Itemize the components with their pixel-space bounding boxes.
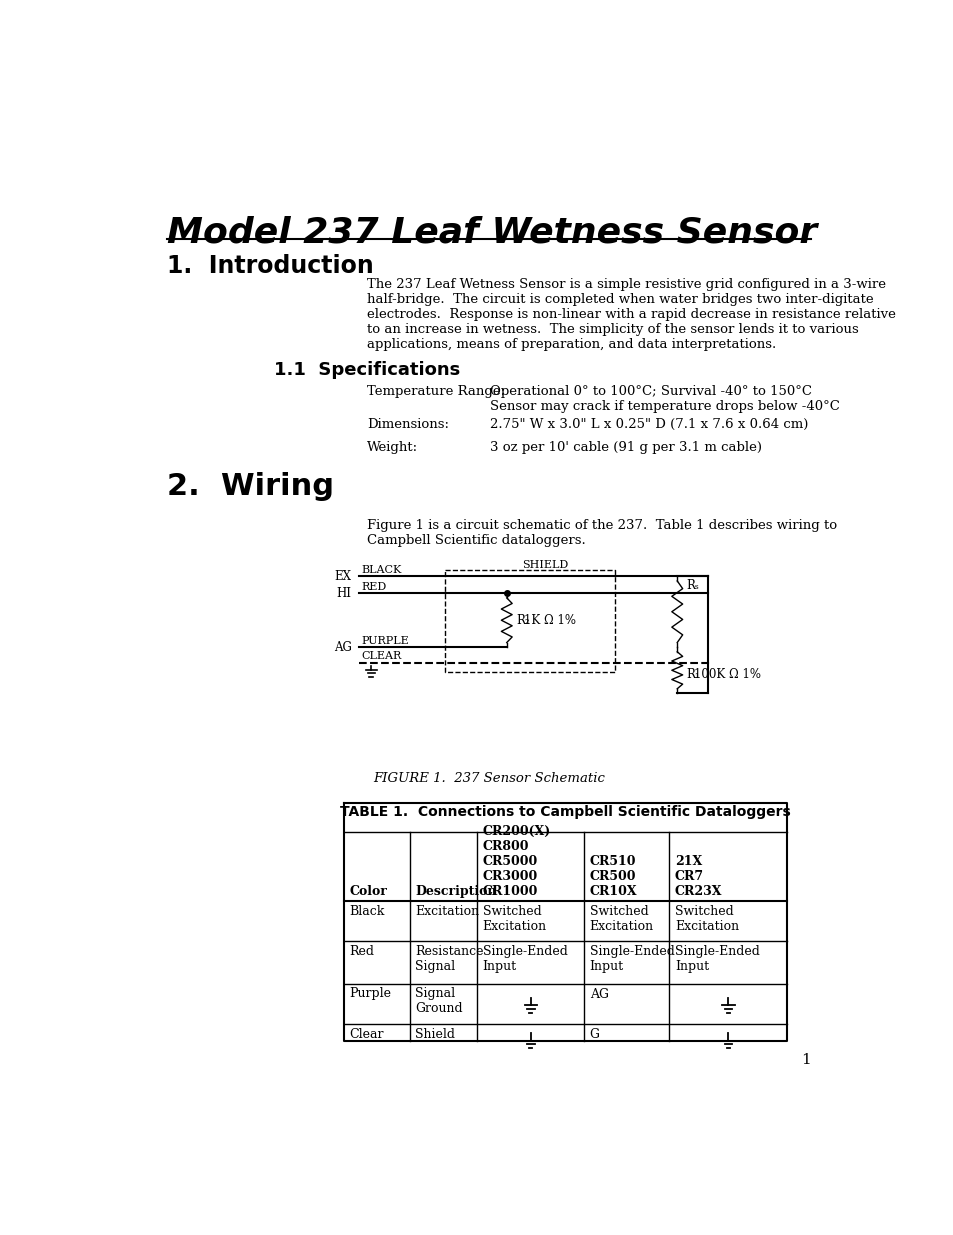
Text: Switched
Excitation: Switched Excitation xyxy=(589,905,653,934)
Text: 2.75" W x 3.0" L x 0.25" D (7.1 x 7.6 x 0.64 cm): 2.75" W x 3.0" L x 0.25" D (7.1 x 7.6 x … xyxy=(489,417,807,431)
Text: 3 oz per 10' cable (91 g per 3.1 m cable): 3 oz per 10' cable (91 g per 3.1 m cable… xyxy=(489,441,760,453)
Text: Figure 1 is a circuit schematic of the 237.  Table 1 describes wiring to
Campbel: Figure 1 is a circuit schematic of the 2… xyxy=(367,520,837,547)
Text: HI: HI xyxy=(336,587,352,600)
Text: 2.  Wiring: 2. Wiring xyxy=(167,472,334,500)
Text: CLEAR: CLEAR xyxy=(360,651,401,661)
Text: Single-Ended
Input: Single-Ended Input xyxy=(674,945,759,973)
Text: TABLE 1.  Connections to Campbell Scientific Dataloggers: TABLE 1. Connections to Campbell Scienti… xyxy=(340,805,790,819)
Text: AG: AG xyxy=(589,988,608,1000)
Text: Single-Ended
Input: Single-Ended Input xyxy=(589,945,674,973)
Text: 1: 1 xyxy=(800,1052,810,1067)
Text: Purple: Purple xyxy=(349,988,391,1000)
Text: Excitation: Excitation xyxy=(415,905,479,918)
Text: Red: Red xyxy=(349,945,374,958)
Text: Switched
Excitation: Switched Excitation xyxy=(674,905,739,934)
Text: FIGURE 1.  237 Sensor Schematic: FIGURE 1. 237 Sensor Schematic xyxy=(373,772,604,785)
Text: CR200(X)
CR800
CR5000
CR3000
CR1000: CR200(X) CR800 CR5000 CR3000 CR1000 xyxy=(482,825,551,898)
Text: Switched
Excitation: Switched Excitation xyxy=(482,905,546,934)
Text: Clear: Clear xyxy=(349,1028,383,1041)
Text: Operational 0° to 100°C; Survival -40° to 150°C
Sensor may crack if temperature : Operational 0° to 100°C; Survival -40° t… xyxy=(489,385,839,414)
Text: Signal
Ground: Signal Ground xyxy=(415,988,462,1015)
Text: The 237 Leaf Wetness Sensor is a simple resistive grid configured in a 3-wire
ha: The 237 Leaf Wetness Sensor is a simple … xyxy=(367,278,895,351)
Text: Black: Black xyxy=(349,905,384,918)
Text: R₂: R₂ xyxy=(516,614,529,626)
Text: Description: Description xyxy=(415,885,497,898)
Text: R₁: R₁ xyxy=(686,668,700,680)
Text: Dimensions:: Dimensions: xyxy=(367,417,449,431)
Text: 100K Ω 1%: 100K Ω 1% xyxy=(694,668,760,680)
Text: Model 237 Leaf Wetness Sensor: Model 237 Leaf Wetness Sensor xyxy=(167,216,817,249)
Text: Temperature Range:: Temperature Range: xyxy=(367,385,505,399)
Text: 1.1  Specifications: 1.1 Specifications xyxy=(274,361,460,379)
Text: Single-Ended
Input: Single-Ended Input xyxy=(482,945,567,973)
Text: Shield: Shield xyxy=(415,1028,455,1041)
Text: BLACK: BLACK xyxy=(360,564,401,574)
Text: RED: RED xyxy=(360,582,386,592)
Text: SHIELD: SHIELD xyxy=(522,561,568,571)
Text: 1.  Introduction: 1. Introduction xyxy=(167,254,374,278)
Text: 21X
CR7
CR23X: 21X CR7 CR23X xyxy=(674,855,721,898)
Text: EX: EX xyxy=(335,569,352,583)
Text: PURPLE: PURPLE xyxy=(360,636,409,646)
Text: Weight:: Weight: xyxy=(367,441,418,453)
Text: G: G xyxy=(589,1028,599,1041)
Text: Rₛ: Rₛ xyxy=(686,579,699,592)
Text: Resistance
Signal: Resistance Signal xyxy=(415,945,483,973)
Text: Color: Color xyxy=(349,885,387,898)
Text: AG: AG xyxy=(334,641,352,653)
Text: 1K Ω 1%: 1K Ω 1% xyxy=(523,614,576,626)
Text: CR510
CR500
CR10X: CR510 CR500 CR10X xyxy=(589,855,637,898)
